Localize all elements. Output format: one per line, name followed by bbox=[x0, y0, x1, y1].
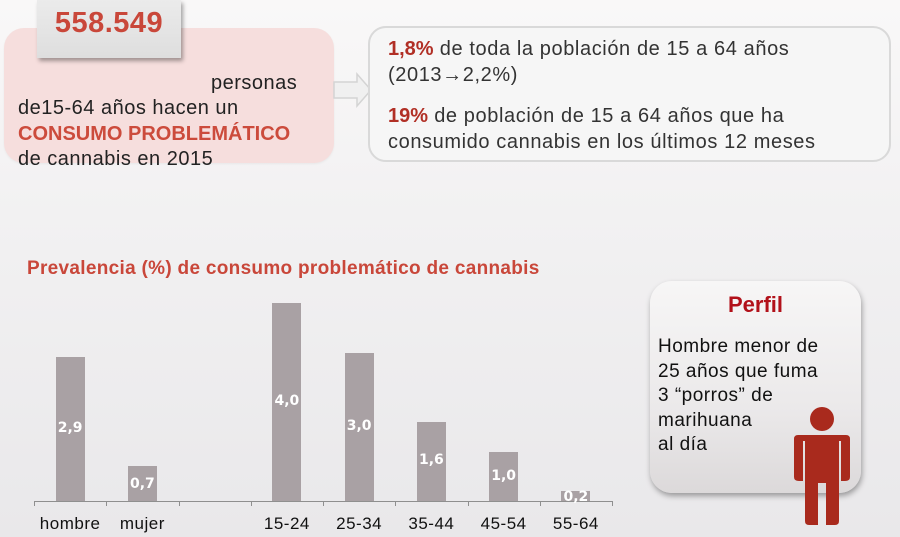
detail-item-1-sub: (2013→2,2%) bbox=[388, 64, 518, 86]
arrow-right-icon bbox=[333, 72, 372, 108]
bar-data-label: 2,9 bbox=[57, 420, 83, 437]
bar-25-34: 3,0 bbox=[344, 352, 374, 501]
bar-data-label: 1,0 bbox=[491, 468, 517, 485]
x-axis-label: 25-34 bbox=[336, 514, 383, 533]
x-axis-label: 45-54 bbox=[480, 514, 527, 533]
x-axis-label: 35-44 bbox=[408, 514, 455, 533]
bar-chart: 2,9 hombre 0,7 mujer 4,0 15-24 3,0 25-34 1,6 35-4… bbox=[34, 303, 613, 533]
bar-data-label: 1,6 bbox=[418, 452, 444, 469]
bar-data-label: 3,0 bbox=[346, 417, 372, 434]
x-axis-tick bbox=[323, 501, 324, 506]
x-axis-tick bbox=[539, 501, 541, 506]
x-axis-label: mujer bbox=[119, 514, 165, 533]
person-icon bbox=[794, 407, 850, 525]
bar-35-44: 1,6 bbox=[416, 421, 446, 501]
x-axis-tick bbox=[467, 501, 469, 506]
detail-item-2-text: de población de 15 a 64 años que ha bbox=[428, 105, 785, 127]
chart-title: Prevalencia (%) de consumo problemático … bbox=[27, 258, 540, 279]
bar-15-24: 4,0 bbox=[272, 303, 302, 501]
x-axis-label: 55-64 bbox=[552, 514, 599, 533]
detail-item-1: 1,8% de toda la población de 15 a 64 año… bbox=[388, 38, 789, 61]
big-number-card: 558.549 bbox=[37, 0, 181, 58]
bar-mujer: 0,7 bbox=[127, 466, 157, 501]
bar-45-54: 1,0 bbox=[489, 451, 519, 501]
x-axis-tick bbox=[106, 501, 108, 506]
x-axis-tick bbox=[612, 501, 613, 506]
summary-line-4: de cannabis en 2015 bbox=[18, 148, 214, 170]
detail-item-1-highlight: 1,8% bbox=[388, 38, 434, 60]
x-axis-label: hombre bbox=[39, 514, 101, 533]
big-number: 558.549 bbox=[54, 7, 164, 39]
detail-item-2-highlight: 19% bbox=[388, 105, 429, 127]
bar-data-label: 0,7 bbox=[129, 475, 155, 492]
perfil-text: Hombre menor de 25 años que fuma 3 “porr… bbox=[658, 336, 819, 455]
bar-55-64: 0,2 bbox=[561, 489, 591, 505]
x-axis-label: 15-24 bbox=[263, 514, 310, 533]
x-axis-tick bbox=[250, 501, 252, 506]
detail-item-2: 19% de población de 15 a 64 años que ha bbox=[388, 105, 784, 128]
detail-item-2-sub: consumido cannabis en los últimos 12 mes… bbox=[388, 131, 816, 153]
detail-box: 1,8% de toda la población de 15 a 64 año… bbox=[368, 26, 891, 162]
detail-item-1-text: de toda la población de 15 a 64 años bbox=[433, 38, 790, 60]
x-axis-tick bbox=[34, 501, 35, 506]
personas-label: personas bbox=[211, 72, 298, 94]
x-axis-tick bbox=[395, 501, 397, 506]
bar-data-label: 0,2 bbox=[563, 489, 589, 505]
summary-highlight: CONSUMO PROBLEMÁTICO bbox=[18, 123, 291, 145]
bar-data-label: 4,0 bbox=[274, 393, 300, 409]
perfil-title: Perfil bbox=[727, 292, 784, 317]
bar-hombre: 2,9 bbox=[55, 357, 85, 501]
summary-line-2: de15-64 años hacen un bbox=[18, 97, 239, 119]
x-axis-tick bbox=[178, 501, 180, 506]
